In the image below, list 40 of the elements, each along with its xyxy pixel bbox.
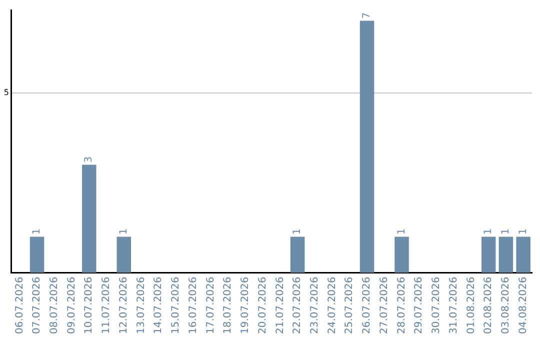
- x-tick-label: 13.07.2026: [136, 276, 147, 334]
- x-tick-label: 08.07.2026: [49, 276, 60, 334]
- x-tick-label: 11.07.2026: [101, 276, 112, 334]
- data-label: 1: [118, 228, 130, 235]
- x-tick-label: 07.07.2026: [32, 276, 43, 334]
- x-tick-label: 10.07.2026: [84, 276, 95, 334]
- x-tick-label: 03.08.2026: [500, 276, 512, 334]
- x-tick-label: 12.07.2026: [118, 276, 130, 334]
- data-label: 1: [483, 228, 494, 235]
- x-tick-label: 22.07.2026: [292, 276, 304, 334]
- y-tick-label: 5: [4, 88, 9, 97]
- data-label: 3: [84, 156, 95, 163]
- data-label: 1: [32, 228, 43, 235]
- x-tick-label: 29.07.2026: [414, 276, 425, 334]
- x-tick-label: 19.07.2026: [240, 276, 252, 334]
- x-tick-label: 25.07.2026: [344, 276, 356, 334]
- data-label: 1: [396, 228, 408, 235]
- x-tick-label: 21.07.2026: [274, 276, 286, 334]
- x-tick-label: 01.08.2026: [466, 276, 477, 334]
- data-label: 1: [500, 228, 512, 235]
- x-tick-label: 18.07.2026: [222, 276, 234, 334]
- x-tick-label: 06.07.2026: [14, 276, 26, 334]
- x-tick-label: 04.08.2026: [518, 276, 529, 334]
- x-tick-label: 16.07.2026: [188, 276, 199, 334]
- x-tick-label: 15.07.2026: [170, 276, 182, 334]
- x-tick-label: 27.07.2026: [378, 276, 390, 334]
- x-tick-label: 28.07.2026: [396, 276, 408, 334]
- x-tick-label: 30.07.2026: [431, 276, 442, 334]
- x-tick-label: 23.07.2026: [310, 276, 321, 334]
- x-tick-label: 26.07.2026: [362, 276, 373, 334]
- x-tick-label: 20.07.2026: [257, 276, 268, 334]
- x-tick-label: 02.08.2026: [483, 276, 494, 334]
- x-tick-label: 09.07.2026: [66, 276, 78, 334]
- data-label: 1: [518, 228, 529, 235]
- x-tick-label: 31.07.2026: [448, 276, 460, 334]
- data-label: 7: [362, 12, 373, 19]
- x-tick-label: 14.07.2026: [153, 276, 164, 334]
- data-label: 1: [292, 228, 304, 235]
- x-tick-label: 24.07.2026: [326, 276, 338, 334]
- x-tick-label: 17.07.2026: [205, 276, 216, 334]
